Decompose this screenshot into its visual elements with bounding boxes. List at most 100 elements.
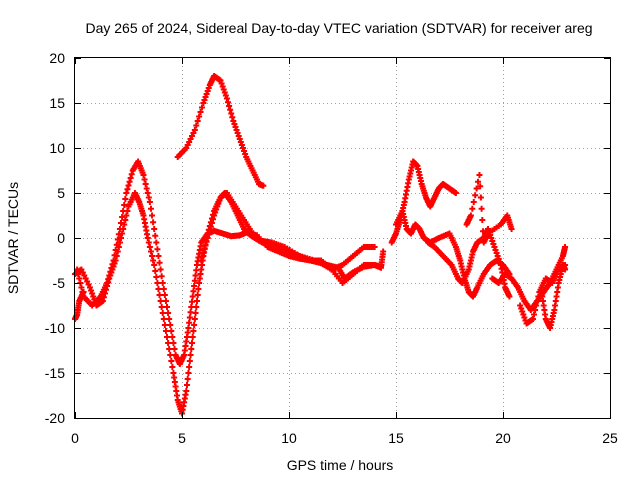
data-point (200, 250, 207, 256)
data-point (158, 304, 165, 310)
x-tick-labels: 0 5 10 15 20 25 (71, 430, 618, 446)
data-point (226, 103, 233, 109)
data-point (120, 208, 127, 214)
data-point (122, 217, 129, 223)
data-point (162, 328, 169, 334)
series-arc-d (198, 190, 387, 282)
data-point (186, 358, 193, 364)
y-tick-label: -5 (53, 275, 66, 291)
data-point (166, 346, 173, 352)
y-tick-labels: -20 -15 -10 -5 0 5 10 15 20 (45, 50, 65, 426)
data-point (165, 340, 172, 346)
y-tick-label: -10 (45, 320, 65, 336)
data-point (166, 316, 173, 322)
data-point (187, 352, 194, 358)
data-point (562, 266, 569, 273)
data-point (189, 293, 196, 300)
data-point (191, 277, 198, 284)
x-tick-label: 0 (71, 430, 79, 446)
data-point (185, 325, 192, 331)
data-point (153, 274, 160, 280)
x-tick-label: 5 (178, 430, 186, 446)
data-point (195, 286, 202, 292)
y-tick-label: -20 (45, 410, 65, 426)
data-point (475, 178, 482, 185)
data-point (152, 232, 159, 239)
data-point (78, 284, 85, 291)
data-point (190, 328, 197, 334)
data-point (121, 221, 128, 228)
data-point (107, 268, 114, 275)
data-point (188, 304, 195, 310)
data-point (203, 238, 210, 245)
data-point (106, 272, 113, 279)
data-point (108, 265, 115, 271)
data-point (115, 231, 122, 238)
data-point (204, 235, 211, 241)
data-point (161, 322, 168, 328)
data-point (167, 322, 174, 328)
data-point (198, 104, 205, 111)
data-point (152, 268, 159, 274)
data-point (472, 192, 479, 199)
data-point (184, 376, 191, 382)
data-point (146, 199, 153, 205)
data-point (208, 220, 215, 226)
data-point (187, 309, 194, 316)
y-tick-label: -15 (45, 365, 65, 381)
data-point (194, 118, 201, 124)
data-point (533, 302, 540, 309)
data-point (191, 283, 198, 289)
y-tick-label: 15 (49, 95, 65, 111)
data-point (159, 310, 166, 316)
y-tick-label: 5 (57, 185, 65, 201)
data-point (191, 316, 198, 322)
data-point (99, 298, 106, 304)
data-point (110, 257, 117, 264)
data-point (188, 346, 195, 352)
data-point (147, 248, 154, 255)
data-point (118, 220, 125, 226)
y-tick-label: 10 (49, 140, 65, 156)
data-point (185, 370, 192, 376)
data-point (149, 212, 156, 219)
data-point (476, 172, 483, 178)
data-point (205, 231, 212, 238)
data-point (147, 205, 154, 212)
data-point (186, 314, 193, 321)
data-point (143, 185, 150, 192)
data-point (156, 292, 163, 298)
data-point (119, 214, 126, 220)
data-point (145, 194, 152, 201)
data-point (124, 186, 131, 193)
data-point (155, 253, 162, 259)
data-point (158, 273, 165, 280)
data-point (169, 364, 176, 370)
data-point (210, 216, 217, 223)
data-point (126, 178, 133, 185)
data-point (207, 223, 214, 230)
data-point (160, 316, 167, 322)
y-tick-label: 20 (49, 50, 65, 66)
data-point (109, 261, 116, 268)
data-point (111, 252, 118, 259)
plot-frame (74, 57, 611, 419)
data-point (154, 246, 161, 253)
data-point (228, 110, 235, 117)
data-point (146, 244, 153, 250)
data-point (192, 272, 199, 279)
data-point (123, 190, 130, 196)
data-point (160, 286, 167, 292)
data-point (260, 182, 267, 189)
data-point (186, 319, 193, 326)
data-point (113, 241, 120, 248)
data-point (190, 288, 197, 295)
data-point (161, 292, 168, 298)
data-point (531, 311, 538, 318)
data-point (508, 226, 515, 232)
x-axis-label: GPS time / hours (287, 457, 394, 473)
series-arc-l (72, 289, 87, 322)
data-point (532, 307, 539, 313)
data-point (141, 176, 148, 183)
